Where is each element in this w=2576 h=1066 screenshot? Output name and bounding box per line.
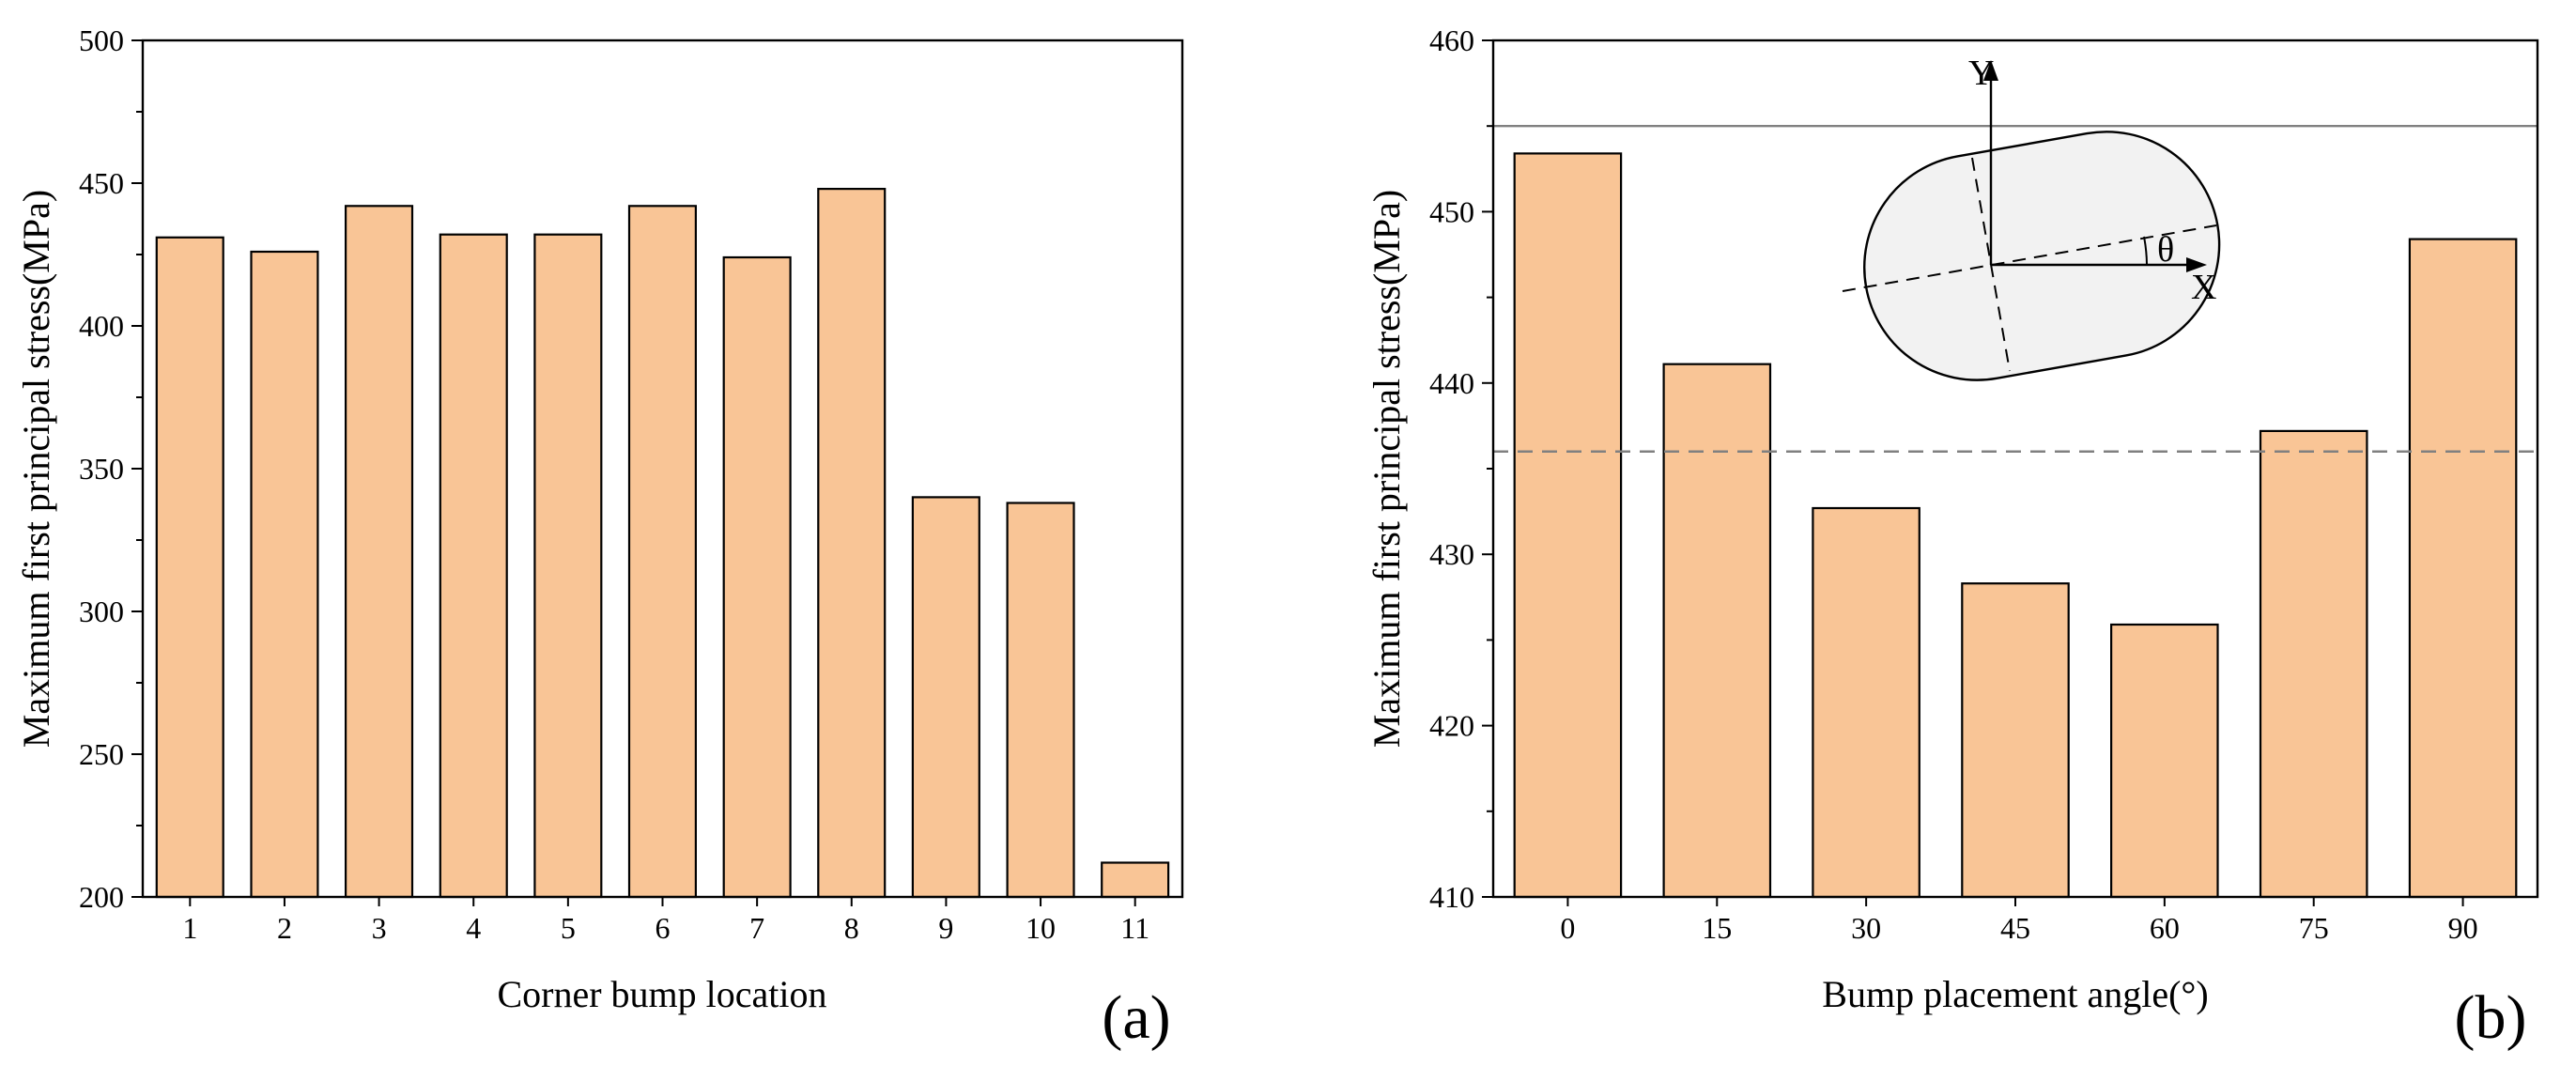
panel-b-plot-frame bbox=[1491, 39, 2539, 899]
bar-90 bbox=[2408, 238, 2518, 899]
bar-60 bbox=[2110, 623, 2219, 899]
bar-8 bbox=[817, 188, 887, 899]
x-tick-label-11: 11 bbox=[1120, 911, 1149, 945]
inset-y-label: Y bbox=[1968, 54, 1994, 93]
bar-7 bbox=[722, 255, 792, 899]
y-tick-label-500: 500 bbox=[79, 23, 124, 57]
inset-x-label: X bbox=[2191, 268, 2216, 307]
panel-b-bars bbox=[1513, 152, 2518, 899]
bar-10 bbox=[1006, 502, 1075, 899]
bar-0 bbox=[1513, 152, 1623, 899]
x-tick-label-4: 4 bbox=[466, 911, 481, 945]
bar-3 bbox=[345, 205, 414, 899]
bar-30 bbox=[1812, 506, 1920, 899]
panel-a-y-axis-title: Maximum first principal stress(MPa) bbox=[15, 190, 57, 748]
panel-a-bars bbox=[155, 188, 1170, 899]
bar-45 bbox=[1961, 582, 2070, 899]
bar-6 bbox=[627, 205, 698, 899]
x-tick-label-2: 2 bbox=[277, 911, 292, 945]
panel-a-ticks: 1 2 3 4 5 6 7 8 9 10 11 200 250 300 350 400 450 500 bbox=[79, 23, 1149, 945]
inset-x-arrowhead bbox=[2186, 257, 2207, 272]
x-tick-label-90: 90 bbox=[2448, 911, 2478, 945]
bar-75 bbox=[2259, 429, 2368, 899]
inset-y-arrowhead bbox=[1983, 60, 1998, 81]
y-tick-label-250: 250 bbox=[79, 737, 124, 771]
bar-5 bbox=[533, 233, 603, 899]
y-tick-label-450: 450 bbox=[79, 166, 124, 200]
y-tick-label-350: 350 bbox=[79, 452, 124, 486]
x-tick-label-75: 75 bbox=[2299, 911, 2329, 945]
x-tick-label-5: 5 bbox=[561, 911, 576, 945]
panel-b-chart: 0 15 30 45 60 75 90 410 420 430 440 450 460 Y X θ Bu… bbox=[1365, 23, 2539, 1052]
panel-a-chart: 1 2 3 4 5 6 7 8 9 10 11 200 250 300 350 400 450 500 Corne… bbox=[15, 23, 1184, 1052]
x-tick-label-6: 6 bbox=[656, 911, 671, 945]
x-tick-label-1: 1 bbox=[182, 911, 197, 945]
x-tick-label-7: 7 bbox=[749, 911, 764, 945]
bar-9 bbox=[911, 496, 980, 899]
y-tick-label-200: 200 bbox=[79, 880, 124, 914]
y-tick-label-410: 410 bbox=[1429, 880, 1474, 914]
panel-a-plot-frame bbox=[141, 39, 1184, 899]
panel-b-x-axis-title: Bump placement angle(°) bbox=[1822, 973, 2208, 1015]
orientation-inset-diagram: Y X θ bbox=[1842, 54, 2221, 381]
panel-b-y-axis-title: Maximum first principal stress(MPa) bbox=[1365, 190, 1408, 748]
panel-b-reference-lines bbox=[1493, 124, 2537, 453]
x-tick-label-30: 30 bbox=[1851, 911, 1881, 945]
y-tick-label-430: 430 bbox=[1429, 537, 1474, 571]
y-tick-label-450: 450 bbox=[1429, 194, 1474, 228]
bar-2 bbox=[250, 250, 319, 899]
inset-angle-arc bbox=[2143, 236, 2148, 266]
x-tick-label-60: 60 bbox=[2150, 911, 2180, 945]
y-tick-label-440: 440 bbox=[1429, 366, 1474, 400]
y-tick-label-400: 400 bbox=[79, 309, 124, 343]
y-tick-label-300: 300 bbox=[79, 595, 124, 628]
panel-b-label: (b) bbox=[2455, 983, 2527, 1052]
x-tick-label-3: 3 bbox=[372, 911, 387, 945]
x-tick-label-15: 15 bbox=[1702, 911, 1732, 945]
x-tick-label-10: 10 bbox=[1026, 911, 1056, 945]
bar-1 bbox=[155, 236, 224, 899]
x-tick-label-45: 45 bbox=[2000, 911, 2030, 945]
panel-b-ticks: 0 15 30 45 60 75 90 410 420 430 440 450 460 bbox=[1429, 23, 2478, 945]
inset-theta-label: θ bbox=[2157, 230, 2174, 270]
panel-a-label: (a) bbox=[1102, 983, 1170, 1052]
x-tick-label-9: 9 bbox=[938, 911, 953, 945]
bar-15 bbox=[1662, 363, 1772, 899]
panel-a-x-axis-title: Corner bump location bbox=[497, 973, 826, 1015]
y-tick-label-420: 420 bbox=[1429, 709, 1474, 743]
x-tick-label-8: 8 bbox=[844, 911, 859, 945]
y-tick-label-460: 460 bbox=[1429, 23, 1474, 57]
bar-4 bbox=[439, 233, 508, 899]
x-tick-label-0: 0 bbox=[1560, 911, 1575, 945]
bar-11 bbox=[1101, 861, 1170, 899]
